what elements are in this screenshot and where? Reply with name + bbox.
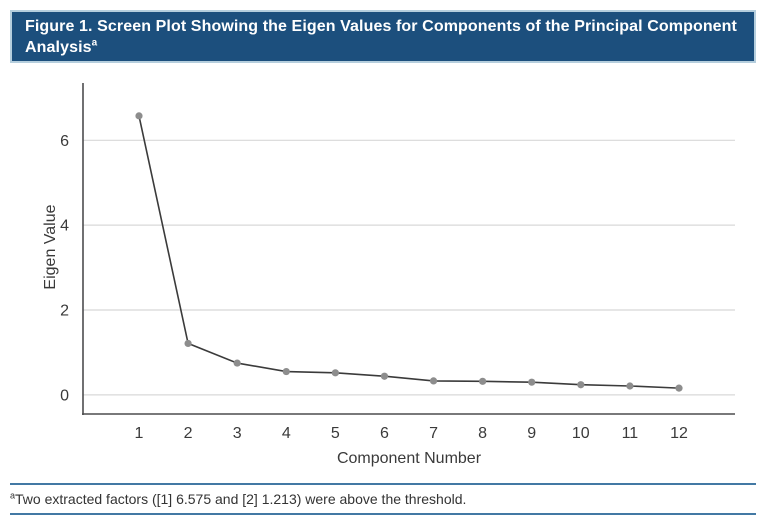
x-tick-label: 1 — [135, 425, 144, 442]
data-point-5 — [331, 369, 339, 377]
footnote-bottom-rule — [10, 513, 756, 515]
x-tick-label: 2 — [184, 425, 193, 442]
footnote-marker: a — [10, 490, 16, 501]
y-axis-title: Eigen Value — [42, 204, 59, 290]
x-tick-label: 10 — [572, 425, 590, 442]
y-tick-label: 6 — [60, 133, 69, 150]
data-point-9 — [528, 378, 536, 386]
x-tick-label: 7 — [429, 425, 438, 442]
data-point-11 — [626, 382, 634, 390]
x-tick-label: 4 — [282, 425, 291, 442]
data-point-1 — [135, 112, 143, 120]
x-tick-label: 6 — [380, 425, 389, 442]
title-footnote-marker: a — [91, 37, 98, 49]
figure-title-text: Figure 1. Screen Plot Showing the Eigen … — [25, 18, 737, 56]
data-point-8 — [479, 377, 487, 385]
x-tick-label: 9 — [527, 425, 536, 442]
footnote-top-rule — [10, 483, 756, 485]
figure-title-bar: Figure 1. Screen Plot Showing the Eigen … — [10, 10, 756, 63]
data-point-3 — [233, 359, 241, 367]
x-axis-title: Component Number — [336, 450, 482, 467]
y-tick-label: 2 — [60, 303, 69, 320]
data-point-4 — [282, 367, 290, 376]
x-tick-label: 8 — [478, 425, 487, 442]
x-tick-label: 5 — [331, 425, 340, 442]
data-point-6 — [380, 372, 389, 380]
x-tick-label: 11 — [622, 425, 639, 442]
data-point-10 — [577, 381, 585, 389]
footnote-text: aTwo extracted factors ([1] 6.575 and [2… — [10, 489, 756, 509]
figure-title: Figure 1. Screen Plot Showing the Eigen … — [25, 16, 741, 58]
y-tick-label: 4 — [60, 218, 69, 235]
y-tick-label: 0 — [60, 387, 69, 404]
data-point-12 — [675, 384, 683, 392]
x-tick-label: 12 — [670, 425, 688, 442]
x-tick-label: 3 — [233, 425, 242, 442]
data-point-7 — [429, 377, 438, 385]
scree-line — [138, 115, 680, 389]
footnote-body: Two extracted factors ([1] 6.575 and [2]… — [15, 491, 467, 507]
data-point-2 — [184, 339, 192, 348]
